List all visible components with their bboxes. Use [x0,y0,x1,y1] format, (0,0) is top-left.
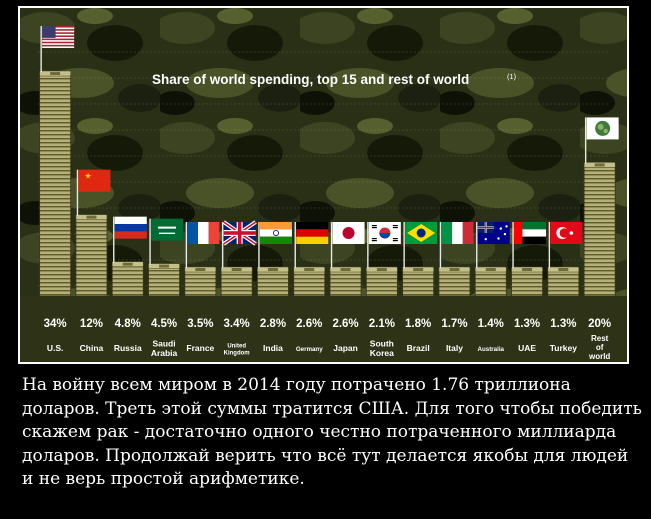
category-labels: U.S. China Russia Saudi Arabia France United Ki… [47,334,611,361]
flag-japan [330,222,365,268]
flag-uk [221,220,257,268]
value-label: 2.8% [260,318,286,330]
flag-uae [512,222,547,268]
flag-south-korea [367,222,401,268]
chart-title: Share of world spending, top 15 and rest… [152,72,469,87]
bar [438,266,471,297]
chart-frame: Share of world spending, top 15 and rest… [18,6,629,364]
chart-title-note: (1) [507,72,517,81]
bar [365,266,398,297]
flag-russia [113,216,147,263]
value-label: 2.6% [296,318,322,330]
svg-text:★: ★ [84,172,91,181]
bar [220,266,253,297]
value-label: 2.1% [369,318,395,330]
category-label: UAE [518,343,536,353]
value-label: 3.4% [224,318,250,330]
category-label: India [263,343,283,353]
caption-text: На войну всем миром в 2014 году потрачен… [22,375,642,489]
bar [148,263,180,297]
category-label: Australia [478,346,505,353]
category-label: Japan [333,343,358,353]
category-label: Saudi Arabia [151,338,178,358]
bar [474,266,507,297]
category-label: Italy [446,343,463,353]
flag-saudi-arabia [149,218,184,265]
flag-india [258,222,292,268]
bar [329,266,362,297]
bars [39,70,616,297]
label-band [20,296,627,362]
flag-us [40,26,75,72]
value-label: 34% [44,318,67,330]
bar [402,266,435,297]
flags: ★ [40,26,619,268]
flag-turkey [548,222,583,268]
value-label: 1.3% [514,318,540,330]
value-label: 20% [588,318,611,330]
flag-italy [439,222,474,268]
value-label: 4.8% [115,318,141,330]
flag-china: ★ [76,169,111,216]
category-label: Rest of world [588,334,610,361]
bar [75,214,108,297]
flag-germany [294,222,329,268]
value-label: 2.6% [332,318,358,330]
category-label: South Korea [370,338,394,358]
category-label: France [186,343,214,353]
bar [111,261,144,297]
value-label: 1.3% [550,318,576,330]
bar [39,70,72,297]
bar [293,266,326,297]
category-label: Russia [114,343,142,353]
category-label: U.S. [47,343,64,353]
flag-brazil [403,222,438,268]
flag-world [584,117,619,164]
value-label: 4.5% [151,318,177,330]
bar [184,266,217,297]
bar [547,266,580,297]
category-label: China [80,343,104,353]
category-label: Brazil [407,343,430,353]
bar [583,162,616,297]
value-labels: 34% 12% 4.8% 4.5% 3.5% 3.4% 2.8% 2.6% 2.6% 2.1% 1.… [44,318,612,330]
bar [257,266,289,297]
bar [511,266,543,297]
value-label: 1.7% [441,318,467,330]
value-label: 1.4% [478,318,504,330]
flag-france [185,222,220,268]
value-label: 1.8% [405,318,431,330]
value-label: 3.5% [187,318,213,330]
category-label: United Kingdom [224,344,250,357]
category-label: Germany [296,346,323,353]
value-label: 12% [80,318,103,330]
chart: Share of world spending, top 15 and rest… [20,8,627,362]
category-label: Turkey [550,343,578,353]
flag-australia [476,222,510,268]
